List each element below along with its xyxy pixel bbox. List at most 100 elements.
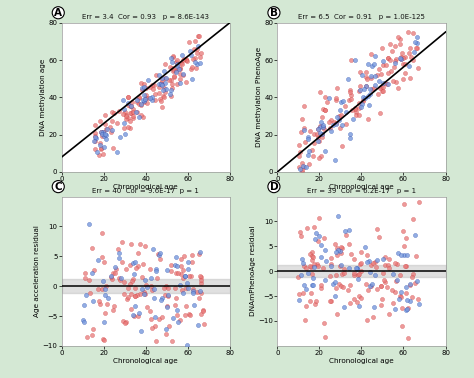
Point	[304, 134, 312, 140]
Point	[167, 268, 174, 274]
Point	[337, 250, 345, 256]
Point	[313, 132, 321, 138]
Point	[365, 258, 373, 264]
Point	[365, 102, 373, 108]
Point	[299, 167, 306, 173]
Point	[317, 130, 324, 136]
Point	[129, 115, 137, 121]
Point	[130, 271, 138, 277]
Point	[370, 60, 377, 67]
Point	[315, 138, 323, 144]
Point	[367, 262, 374, 268]
Point	[311, 301, 319, 307]
Point	[148, 325, 156, 331]
Point	[90, 267, 97, 273]
Point	[408, 274, 416, 280]
Point	[296, 149, 303, 155]
Point	[404, 29, 411, 35]
Point	[191, 59, 199, 65]
Point	[99, 133, 106, 139]
Point	[321, 334, 328, 340]
Point	[124, 94, 132, 100]
Point	[161, 89, 168, 95]
Point	[353, 112, 360, 118]
Point	[180, 57, 187, 64]
Point	[82, 292, 90, 298]
Point	[329, 281, 337, 287]
Point	[403, 252, 411, 258]
Point	[326, 273, 334, 279]
Point	[377, 71, 384, 77]
Point	[382, 80, 389, 86]
Point	[298, 273, 305, 279]
Point	[310, 275, 317, 281]
Point	[392, 278, 400, 284]
Point	[194, 322, 202, 328]
Point	[392, 43, 399, 49]
Point	[356, 83, 364, 89]
Point	[317, 285, 324, 291]
Point	[148, 94, 155, 100]
Point	[371, 85, 378, 91]
Point	[391, 57, 399, 64]
Point	[160, 68, 168, 74]
Point	[197, 311, 205, 318]
Point	[99, 151, 106, 157]
Point	[311, 236, 319, 242]
Point	[91, 146, 99, 152]
Point	[384, 55, 392, 61]
Point	[327, 117, 335, 123]
Point	[332, 157, 339, 163]
Point	[99, 347, 106, 353]
Point	[156, 256, 164, 262]
Point	[337, 283, 345, 289]
Point	[190, 46, 198, 52]
Point	[372, 73, 379, 79]
Point	[172, 68, 180, 74]
Point	[354, 299, 361, 305]
Point	[196, 60, 204, 66]
Point	[334, 247, 342, 253]
Point	[157, 297, 165, 304]
Point	[177, 271, 184, 277]
Point	[144, 94, 151, 101]
Point	[312, 230, 320, 236]
Point	[363, 317, 371, 323]
Point	[367, 283, 375, 289]
Point	[100, 144, 108, 150]
Point	[396, 36, 404, 42]
Point	[152, 98, 159, 104]
Point	[152, 338, 160, 344]
Point	[168, 352, 176, 358]
Point	[194, 33, 201, 39]
Point	[336, 117, 343, 123]
Point	[113, 120, 121, 126]
Point	[158, 81, 166, 87]
Point	[145, 77, 152, 83]
Point	[131, 293, 139, 299]
Point	[83, 334, 91, 340]
Point	[307, 264, 315, 270]
Point	[155, 84, 163, 90]
Point	[100, 319, 108, 325]
Point	[155, 90, 163, 96]
Point	[85, 221, 93, 227]
Point	[310, 223, 318, 229]
Point	[141, 96, 149, 102]
Point	[297, 129, 305, 135]
Point	[80, 319, 88, 325]
Point	[308, 271, 315, 277]
Point	[379, 88, 386, 94]
Point	[319, 114, 326, 120]
Point	[391, 260, 399, 266]
Point	[160, 87, 167, 93]
Point	[318, 134, 325, 140]
Point	[399, 76, 407, 82]
Point	[337, 125, 344, 132]
Point	[168, 85, 175, 91]
Point	[111, 270, 119, 276]
Point	[329, 122, 337, 129]
Point	[140, 291, 148, 297]
Point	[161, 293, 169, 299]
Point	[167, 262, 174, 268]
